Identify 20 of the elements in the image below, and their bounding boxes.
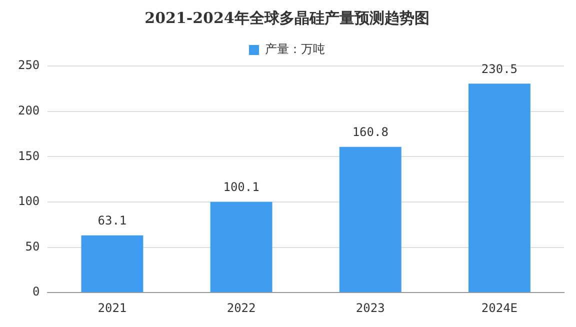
x-tick-label: 2022 [226, 300, 256, 315]
data-label: 63.1 [98, 214, 127, 228]
x-tick-label: 2021 [98, 300, 127, 315]
y-tick-label: 250 [18, 58, 40, 72]
x-tick-label: 2023 [356, 300, 385, 315]
bar [468, 84, 530, 292]
x-tick-label: 2024E [481, 300, 518, 315]
bar [81, 235, 144, 292]
chart-title: 2021-2024年全球多晶硅产量预测趋势图 [144, 8, 430, 27]
data-label: 230.5 [481, 62, 518, 76]
y-tick-label: 100 [18, 194, 40, 208]
y-tick-label: 50 [25, 239, 40, 254]
data-label: 160.8 [352, 124, 388, 139]
data-label: 100.1 [223, 180, 260, 194]
y-tick-label: 200 [18, 103, 40, 118]
bar [210, 202, 272, 292]
y-tick-label: 0 [32, 284, 40, 299]
y-tick-label: 150 [18, 148, 40, 163]
bar [339, 146, 402, 292]
legend-label: 产量：万吨 [265, 42, 325, 56]
